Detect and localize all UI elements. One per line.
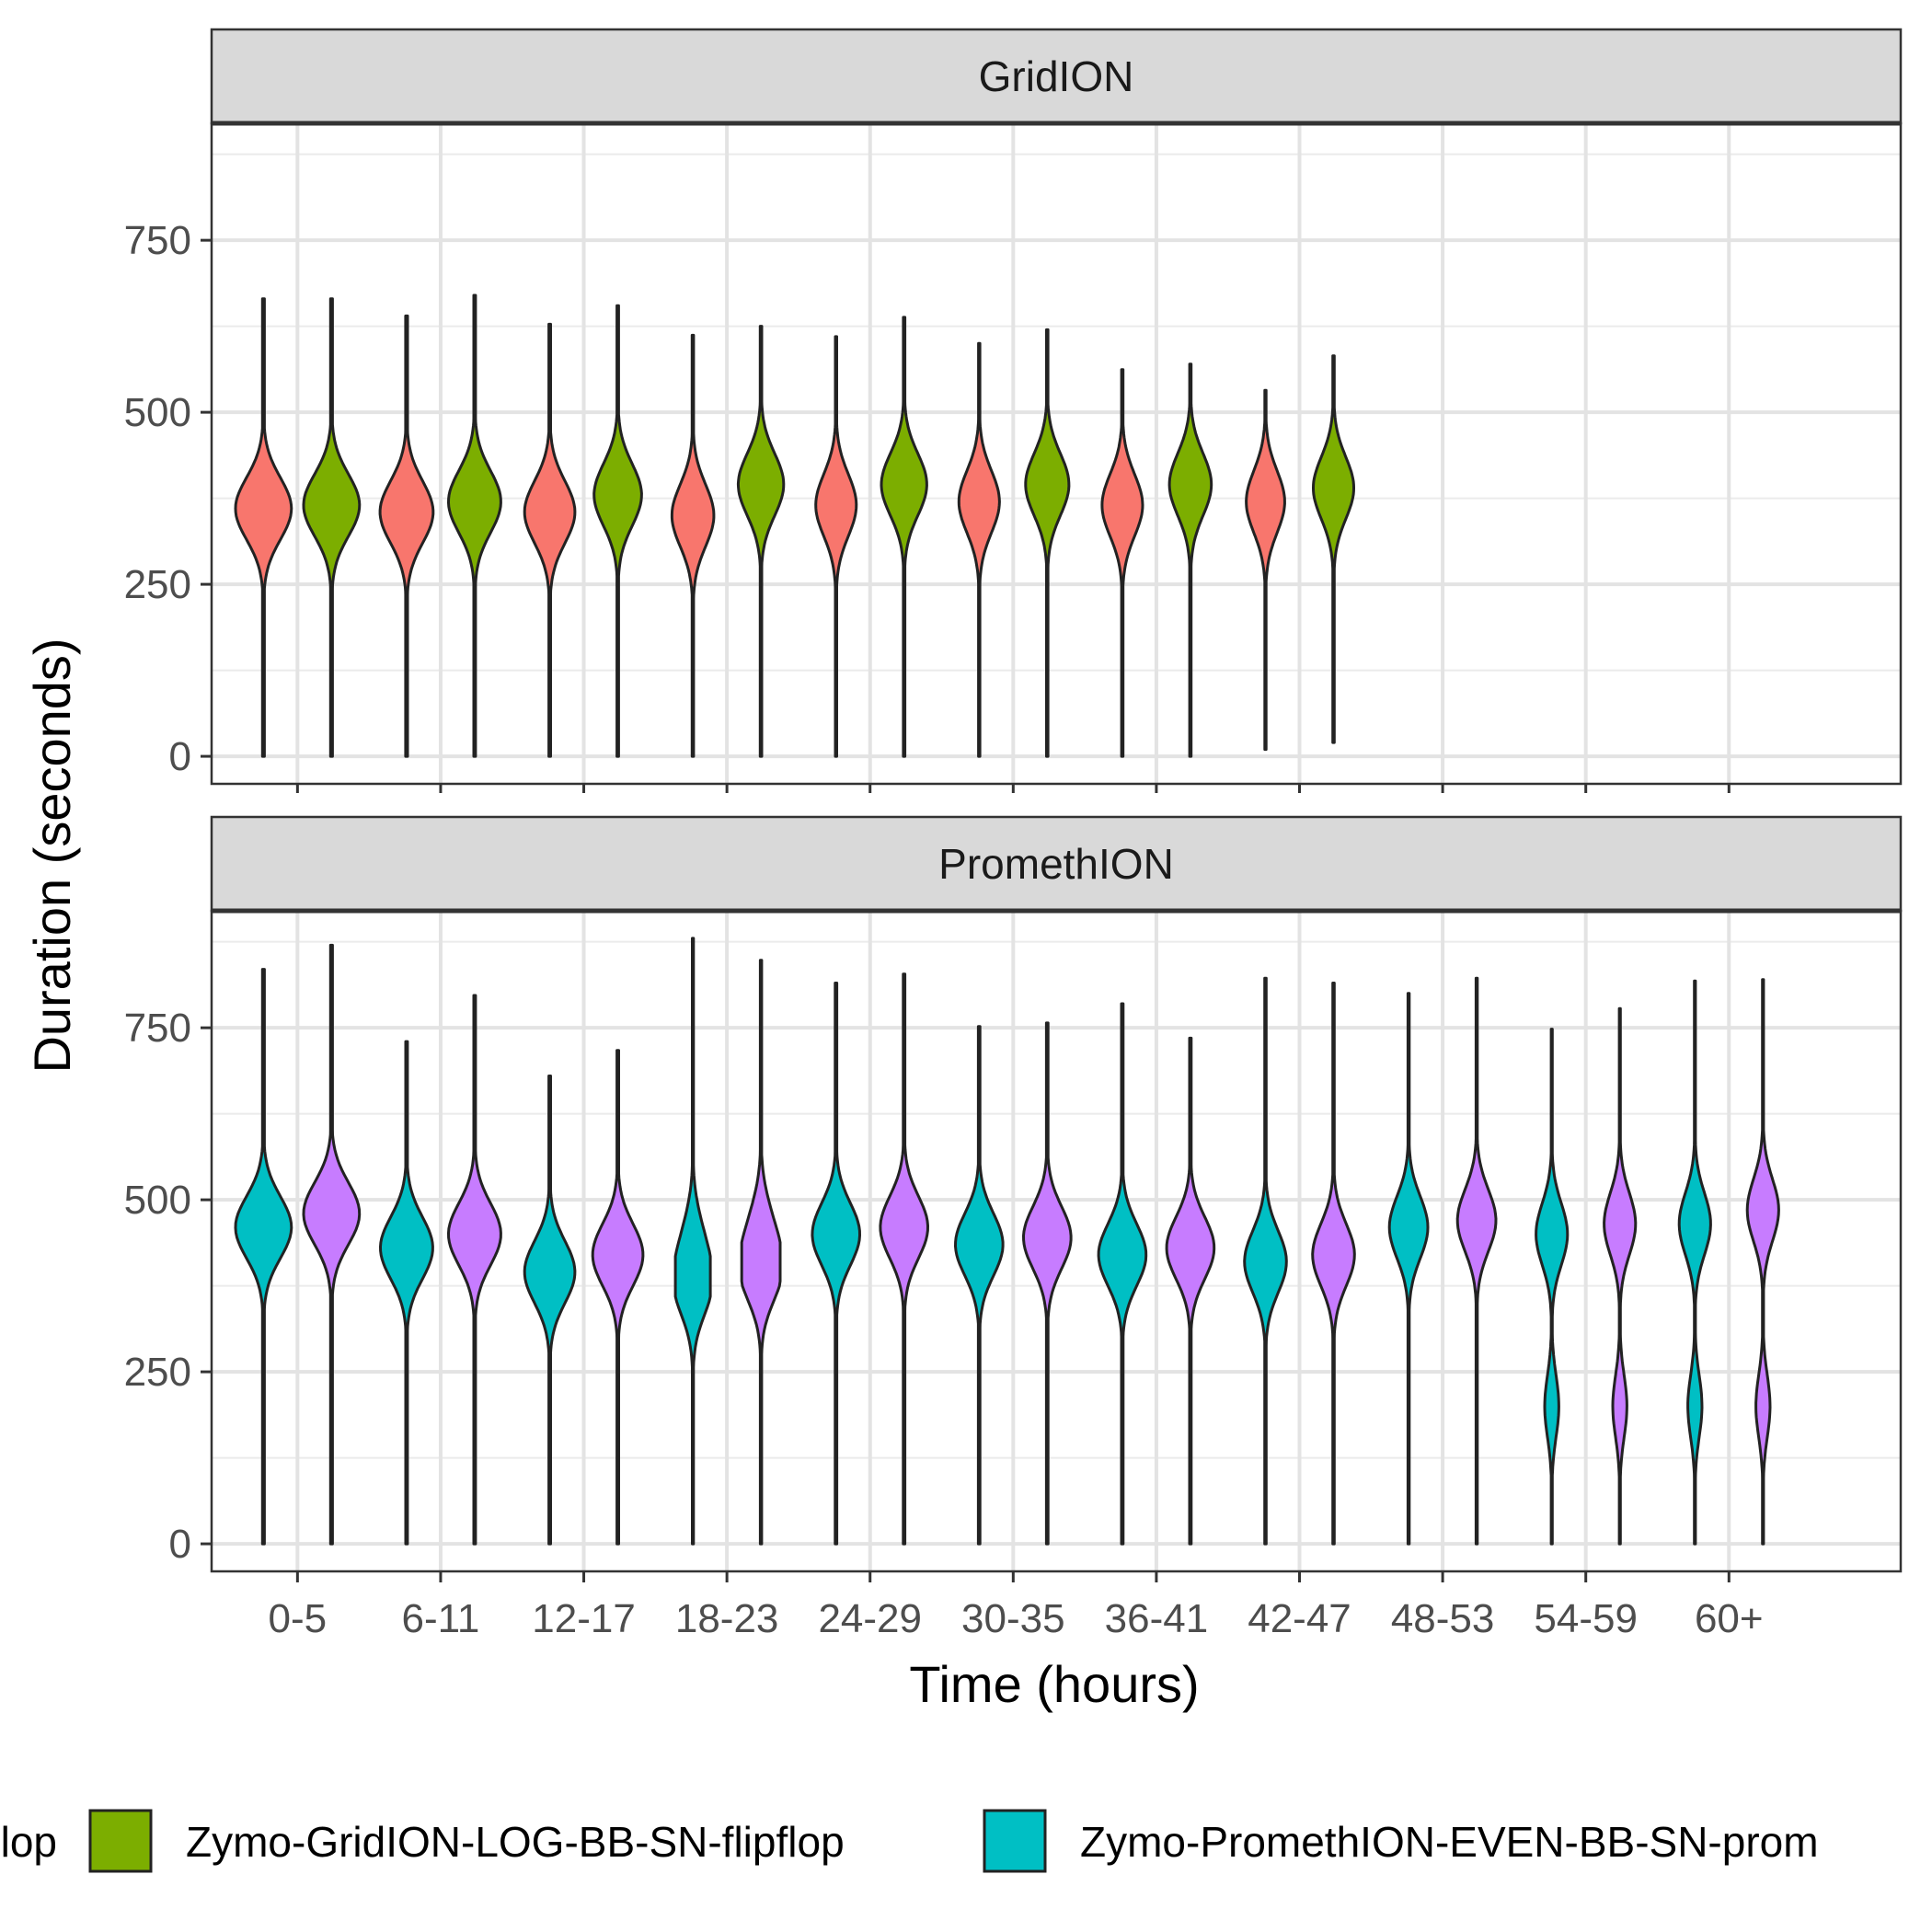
violin-12-17 <box>523 1075 577 1546</box>
violin-18-23 <box>673 937 712 1546</box>
violin-30-35 <box>1024 328 1071 758</box>
x-tick-label: 6-11 <box>402 1596 480 1641</box>
y-tick-label: 750 <box>124 1006 191 1051</box>
violin-30-35 <box>957 341 1001 758</box>
violin-0-5 <box>302 943 362 1546</box>
violin-0-5 <box>302 297 362 758</box>
violin-60+ <box>1745 978 1780 1546</box>
violin-18-23 <box>740 959 782 1546</box>
y-tick-label: 500 <box>124 390 191 435</box>
y-tick-label: 0 <box>169 1522 191 1567</box>
violin-36-41 <box>1100 368 1144 758</box>
y-tick-label: 0 <box>169 734 191 779</box>
violin-12-17 <box>591 1049 645 1546</box>
violin-12-17 <box>523 322 577 758</box>
x-tick-label: 42-47 <box>1248 1596 1351 1641</box>
legend-item: lop <box>1 1818 57 1866</box>
x-tick-label: 18-23 <box>675 1596 779 1641</box>
legend-item: Zymo-PromethION-EVEN-BB-SN-prom <box>983 1809 1819 1873</box>
violin-48-53 <box>1387 992 1430 1546</box>
violin-18-23 <box>736 325 786 758</box>
violin-6-11 <box>447 994 502 1546</box>
violin-18-23 <box>670 333 716 758</box>
y-tick-label: 250 <box>124 562 191 607</box>
x-tick-label: 48-53 <box>1391 1596 1495 1641</box>
violin-30-35 <box>1022 1021 1073 1546</box>
violin-42-47 <box>1311 982 1356 1546</box>
violin-24-29 <box>879 972 929 1546</box>
legend-swatch <box>983 1809 1047 1873</box>
legend-label: Zymo-GridION-LOG-BB-SN-flipflop <box>186 1818 845 1866</box>
violin-36-41 <box>1165 1036 1216 1546</box>
violin-36-41 <box>1167 362 1213 758</box>
violin-30-35 <box>954 1025 1005 1546</box>
y-axis-label: Duration (seconds) <box>23 638 81 1073</box>
violin-6-11 <box>447 293 502 758</box>
panel-1: PromethION 0 250 500 750 <box>124 815 1903 1573</box>
violin-24-29 <box>811 982 861 1546</box>
violin-24-29 <box>880 316 928 758</box>
x-tick-label: 30-35 <box>961 1596 1065 1641</box>
violin-60+ <box>1677 979 1712 1546</box>
x-tick-label: 60+ <box>1695 1596 1764 1641</box>
violin-42-47 <box>1312 354 1355 744</box>
x-tick-label: 54-59 <box>1534 1596 1638 1641</box>
x-tick-label: 12-17 <box>532 1596 636 1641</box>
violin-6-11 <box>379 1040 434 1546</box>
violin-24-29 <box>814 335 858 758</box>
y-tick-label: 750 <box>124 218 191 263</box>
y-tick-label: 250 <box>124 1350 191 1395</box>
x-tick-label: 24-29 <box>818 1596 922 1641</box>
violin-0-5 <box>234 968 293 1546</box>
violin-0-5 <box>234 297 293 758</box>
violin-54-59 <box>1603 1006 1638 1546</box>
violin-12-17 <box>592 304 643 758</box>
y-tick-label: 500 <box>124 1178 191 1223</box>
legend-label: Zymo-PromethION-EVEN-BB-SN-prom <box>1080 1818 1819 1866</box>
legend-label: lop <box>1 1818 57 1866</box>
legend-swatch <box>88 1809 153 1873</box>
violin-42-47 <box>1245 388 1286 752</box>
x-tick-label: 0-5 <box>269 1596 328 1641</box>
violin-54-59 <box>1535 1028 1570 1546</box>
violin-6-11 <box>378 314 435 758</box>
facet-strip <box>210 815 1903 913</box>
x-tick-label: 36-41 <box>1105 1596 1209 1641</box>
facet-strip <box>210 28 1903 125</box>
violin-42-47 <box>1243 976 1288 1546</box>
legend-item: Zymo-GridION-LOG-BB-SN-flipflop <box>88 1809 845 1873</box>
facet-title: PromethION <box>938 840 1174 888</box>
x-axis-label: Time (hours) <box>909 1655 1199 1713</box>
violin-48-53 <box>1455 976 1498 1546</box>
facet-title: GridION <box>979 52 1134 100</box>
panel-0: GridION 0 250 500 750 <box>124 28 1903 786</box>
violin-36-41 <box>1097 1002 1148 1546</box>
